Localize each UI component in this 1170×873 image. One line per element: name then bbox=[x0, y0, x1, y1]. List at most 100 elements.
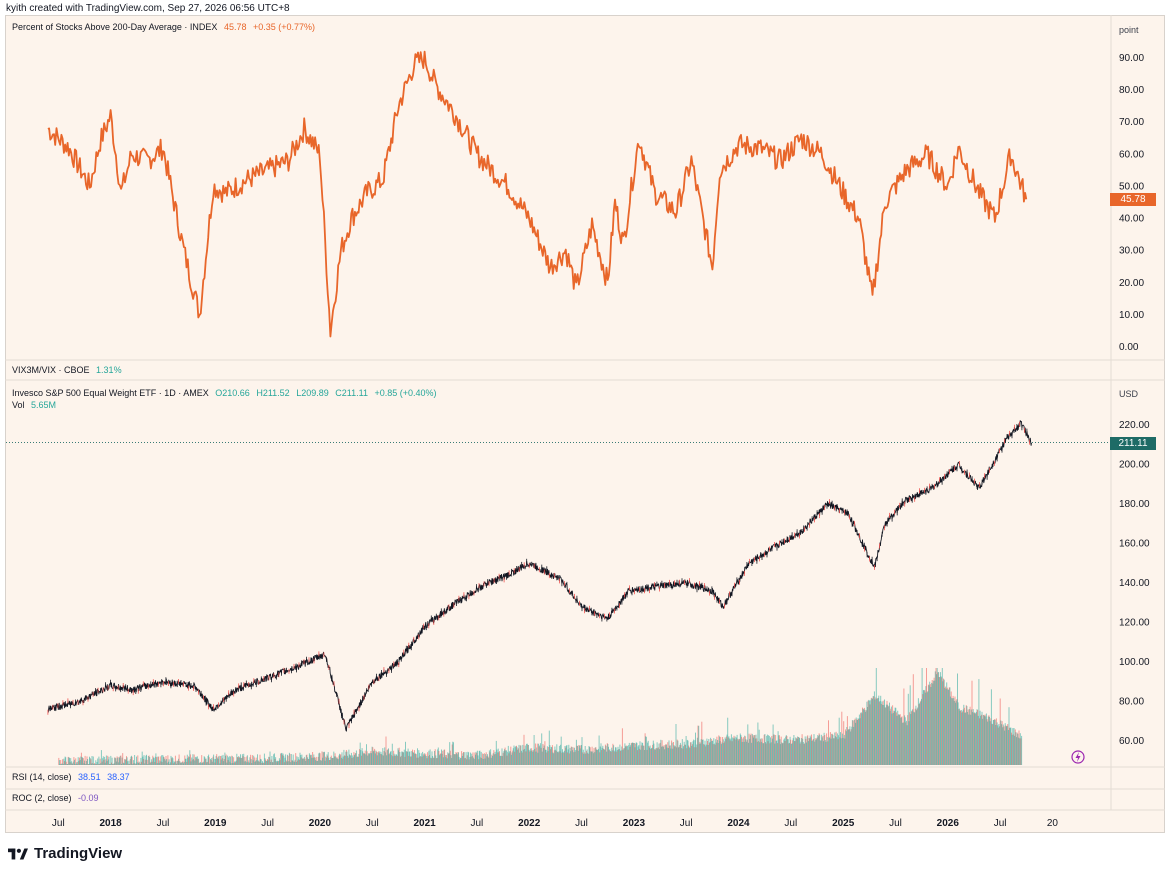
volume-bar bbox=[589, 746, 591, 765]
volume-bar bbox=[816, 738, 817, 765]
volume-bar bbox=[475, 754, 476, 765]
volume-bar bbox=[139, 764, 141, 765]
volume-bar bbox=[711, 741, 713, 765]
volume-bar bbox=[705, 746, 707, 765]
volume-bar bbox=[595, 747, 597, 765]
volume-bar bbox=[424, 755, 426, 765]
volume-bar bbox=[931, 680, 933, 765]
volume-bar bbox=[987, 721, 989, 765]
volume-bar bbox=[129, 759, 131, 765]
volume-bar bbox=[265, 761, 267, 765]
volume-bar bbox=[426, 758, 428, 765]
volume-bar bbox=[297, 760, 298, 765]
volume-bar bbox=[547, 751, 549, 765]
volume-bar bbox=[964, 712, 966, 765]
volume-bar bbox=[732, 737, 734, 765]
volume-bar bbox=[875, 697, 877, 765]
volume-bar bbox=[611, 750, 613, 765]
volume-bar bbox=[115, 758, 117, 765]
volume-bar bbox=[404, 756, 406, 765]
volume-bar bbox=[231, 756, 233, 765]
volume-bar bbox=[336, 757, 338, 765]
volume-bar bbox=[776, 740, 778, 765]
x-tick-label: 2026 bbox=[937, 818, 960, 829]
volume-bar bbox=[384, 752, 386, 765]
volume-bar bbox=[601, 747, 603, 765]
volume-bar bbox=[302, 758, 303, 765]
volume-bar bbox=[734, 736, 736, 765]
volume-bar bbox=[300, 757, 302, 765]
volume-bar bbox=[865, 711, 867, 765]
volume-bar bbox=[672, 748, 674, 765]
volume-bar bbox=[819, 734, 821, 765]
volume-bar bbox=[136, 762, 138, 765]
volume-bar bbox=[539, 745, 541, 765]
volume-bar bbox=[257, 754, 258, 765]
volume-bar bbox=[714, 744, 716, 765]
volume-bar bbox=[292, 760, 293, 765]
volume-bar bbox=[610, 751, 612, 765]
volume-bar bbox=[374, 753, 376, 765]
volume-bar bbox=[387, 749, 389, 765]
volume-bar bbox=[638, 748, 640, 765]
volume-bar bbox=[723, 743, 725, 765]
volume-bar bbox=[669, 745, 671, 765]
volume-bar bbox=[423, 753, 425, 765]
volume-bar bbox=[613, 750, 615, 765]
volume-bar bbox=[152, 757, 154, 765]
volume-bar bbox=[353, 752, 355, 765]
volume-bar bbox=[1004, 723, 1006, 765]
volume-bar bbox=[846, 716, 848, 765]
volume-bar bbox=[722, 737, 724, 765]
volume-bar bbox=[395, 754, 397, 765]
breadth-tick-label: 20.00 bbox=[1119, 278, 1144, 289]
volume-bar bbox=[417, 757, 419, 765]
volume-bar bbox=[274, 759, 276, 765]
price-high: H211.52 bbox=[256, 388, 290, 398]
volume-bar bbox=[482, 759, 484, 765]
volume-bar bbox=[371, 746, 373, 765]
volume-bar bbox=[688, 746, 690, 765]
volume-bar bbox=[573, 752, 575, 765]
volume-bar bbox=[968, 714, 970, 765]
volume-bar bbox=[918, 704, 920, 765]
volume-bar bbox=[382, 748, 384, 765]
tradingview-logo[interactable]: TradingView bbox=[8, 845, 122, 862]
volume-bar bbox=[839, 737, 841, 765]
volume-bar bbox=[413, 750, 415, 765]
volume-bar bbox=[778, 735, 780, 765]
volume-bar bbox=[245, 760, 247, 765]
volume-bar bbox=[917, 698, 919, 765]
volume-bar bbox=[490, 757, 492, 765]
volume-bar bbox=[892, 705, 894, 765]
volume-bar bbox=[504, 749, 505, 765]
volume-bar bbox=[241, 754, 243, 765]
volume-bar bbox=[736, 737, 737, 765]
volume-bar bbox=[763, 743, 765, 765]
volume-bar bbox=[800, 738, 802, 765]
volume-bar bbox=[909, 712, 911, 765]
volume-bar bbox=[73, 757, 75, 765]
volume-bar bbox=[83, 763, 85, 765]
credit-text: kyith created with TradingView.com, Sep … bbox=[6, 3, 290, 14]
volume-bar bbox=[63, 758, 65, 765]
volume-bar bbox=[792, 738, 794, 765]
volume-bar bbox=[544, 741, 546, 765]
volume-bar bbox=[268, 756, 270, 765]
volume-bar bbox=[647, 740, 649, 765]
volume-bar bbox=[848, 729, 850, 765]
volume-bar bbox=[890, 708, 892, 765]
volume-bar bbox=[350, 755, 352, 765]
volume-bar bbox=[762, 743, 764, 765]
volume-bar bbox=[639, 741, 641, 765]
volume-bar bbox=[735, 739, 737, 765]
volume-bar bbox=[359, 742, 361, 765]
breadth-last-badge: 45.78 bbox=[1110, 193, 1156, 206]
volume-bar bbox=[61, 763, 63, 765]
volume-bar bbox=[421, 756, 423, 765]
volume-bar bbox=[908, 721, 910, 765]
volume-bar bbox=[734, 738, 736, 765]
volume-bar bbox=[346, 751, 348, 765]
volume-bar bbox=[771, 735, 773, 765]
